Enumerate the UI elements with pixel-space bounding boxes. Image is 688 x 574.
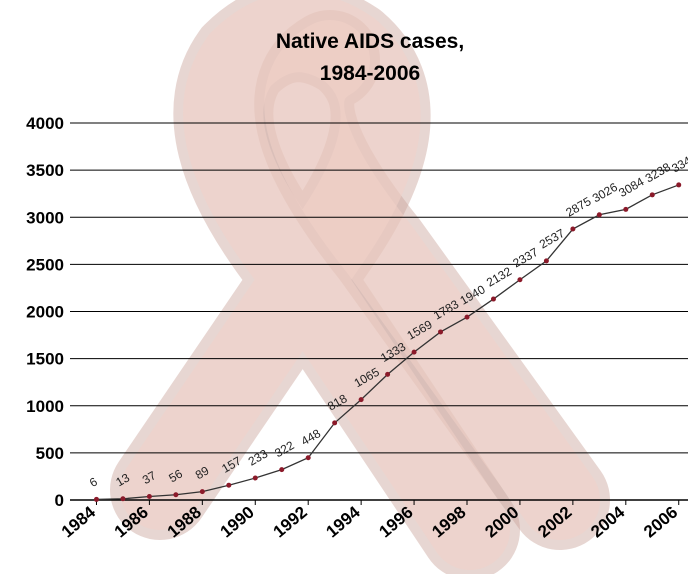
y-tick-label: 3000 [26,208,64,227]
ribbon-decoration [110,0,610,574]
data-label: 89 [193,463,212,482]
data-point [676,182,682,188]
data-point [358,397,364,403]
data-label: 322 [272,438,297,460]
y-tick-label: 500 [36,444,64,463]
y-tick-label: 4000 [26,114,64,133]
x-tick-label: 1992 [270,503,311,542]
data-label: 2875 [563,194,593,220]
data-point [332,420,338,426]
data-point [464,314,470,320]
data-point [226,482,232,488]
data-point [199,489,205,495]
data-label: 2337 [510,245,540,271]
data-label: 37 [140,468,159,487]
data-point [543,258,549,264]
data-point [649,192,655,198]
y-tick-label: 1000 [26,397,64,416]
data-point [146,494,152,500]
data-label: 3026 [590,180,620,206]
data-label: 2132 [484,264,514,290]
data-point [305,455,311,461]
data-point [93,496,99,502]
y-tick-label: 0 [55,491,64,510]
data-point [120,496,126,502]
y-tick-label: 1500 [26,350,64,369]
data-point [385,371,391,377]
data-label: 233 [246,446,271,468]
x-tick-label: 1990 [217,503,258,542]
y-tick-label: 3500 [26,161,64,180]
data-label: 13 [113,470,132,489]
data-point [411,349,417,355]
data-label: 2537 [537,226,567,252]
data-point [438,329,444,335]
data-point [623,206,629,212]
data-point [173,492,179,498]
data-label: 6 [87,474,100,490]
chart-title: Native AIDS cases, [276,30,464,53]
data-point [279,467,285,473]
y-tick-label: 2000 [26,303,64,322]
data-point [596,212,602,218]
x-tick-label: 1994 [323,502,365,541]
data-label: 3084 [616,174,646,200]
x-tick-label: 2006 [640,503,681,542]
data-point [490,296,496,302]
data-point [517,277,523,283]
data-label: 448 [299,426,324,448]
chart-title: 1984-2006 [320,62,420,85]
data-label: 56 [166,466,185,485]
data-point [252,475,258,481]
x-tick-label: 1984 [58,502,100,541]
y-tick-label: 2500 [26,255,64,274]
data-point [570,226,576,232]
